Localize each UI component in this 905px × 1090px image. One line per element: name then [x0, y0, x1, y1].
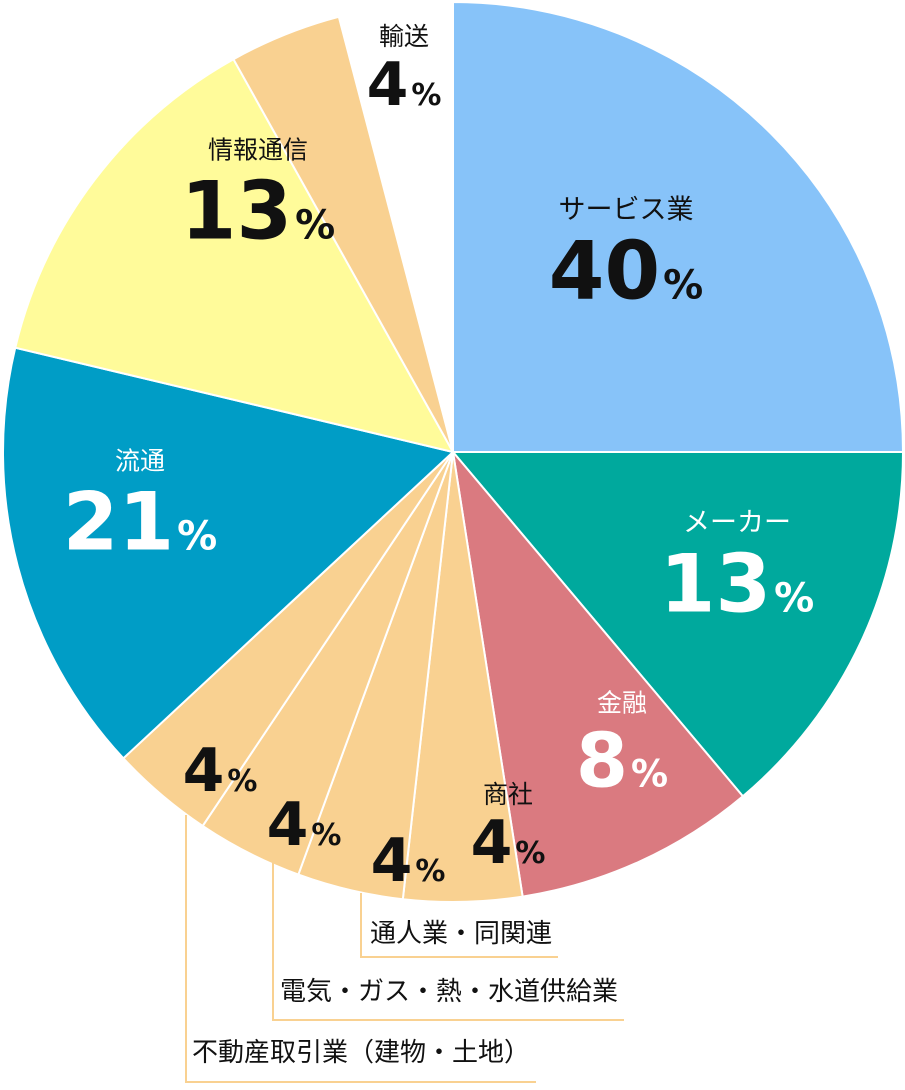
- slice-value-label: 13%: [181, 164, 335, 257]
- slice-name-label: 流通: [115, 446, 165, 475]
- slice-value-label: 40%: [549, 224, 703, 317]
- slice-name-label: サービス業: [559, 194, 694, 225]
- slice-value-label: 8%: [576, 717, 668, 805]
- slice-name-label: メーカー: [683, 507, 791, 538]
- leader-line: [272, 858, 280, 1021]
- slice-value-label: 4%: [267, 790, 342, 860]
- slice-value-label: 4%: [183, 736, 258, 806]
- slice-value-label: 4%: [367, 50, 442, 120]
- slice-value-label: 4%: [471, 808, 546, 878]
- pie-slice: [2, 346, 456, 760]
- slice-name-label: 金融: [597, 689, 647, 718]
- pie-slices: [2, 0, 905, 903]
- slice-value-label: 4%: [371, 826, 446, 896]
- external-slice-name-label: 不動産取引業（建物・土地）: [192, 1038, 530, 1068]
- pie-slice: [451, 448, 745, 898]
- slice-value-label: 21%: [63, 475, 217, 568]
- external-slice-name-label: 電気・ガス・熱・水道供給業: [280, 977, 618, 1007]
- slice-name-label: 情報通信: [208, 135, 308, 164]
- slice-value-label: 13%: [660, 537, 814, 630]
- pie-slice: [450, 451, 905, 798]
- pie-slice: [232, 15, 454, 453]
- external-slice-name-label: 通人業・同関連: [370, 919, 552, 949]
- slice-name-label: 商社: [483, 780, 533, 809]
- pie-slice: [452, 0, 905, 453]
- leader-lines: [185, 815, 624, 1083]
- leader-line: [360, 893, 370, 958]
- slice-name-label: 輸送: [379, 22, 429, 51]
- pie-slice: [14, 57, 455, 454]
